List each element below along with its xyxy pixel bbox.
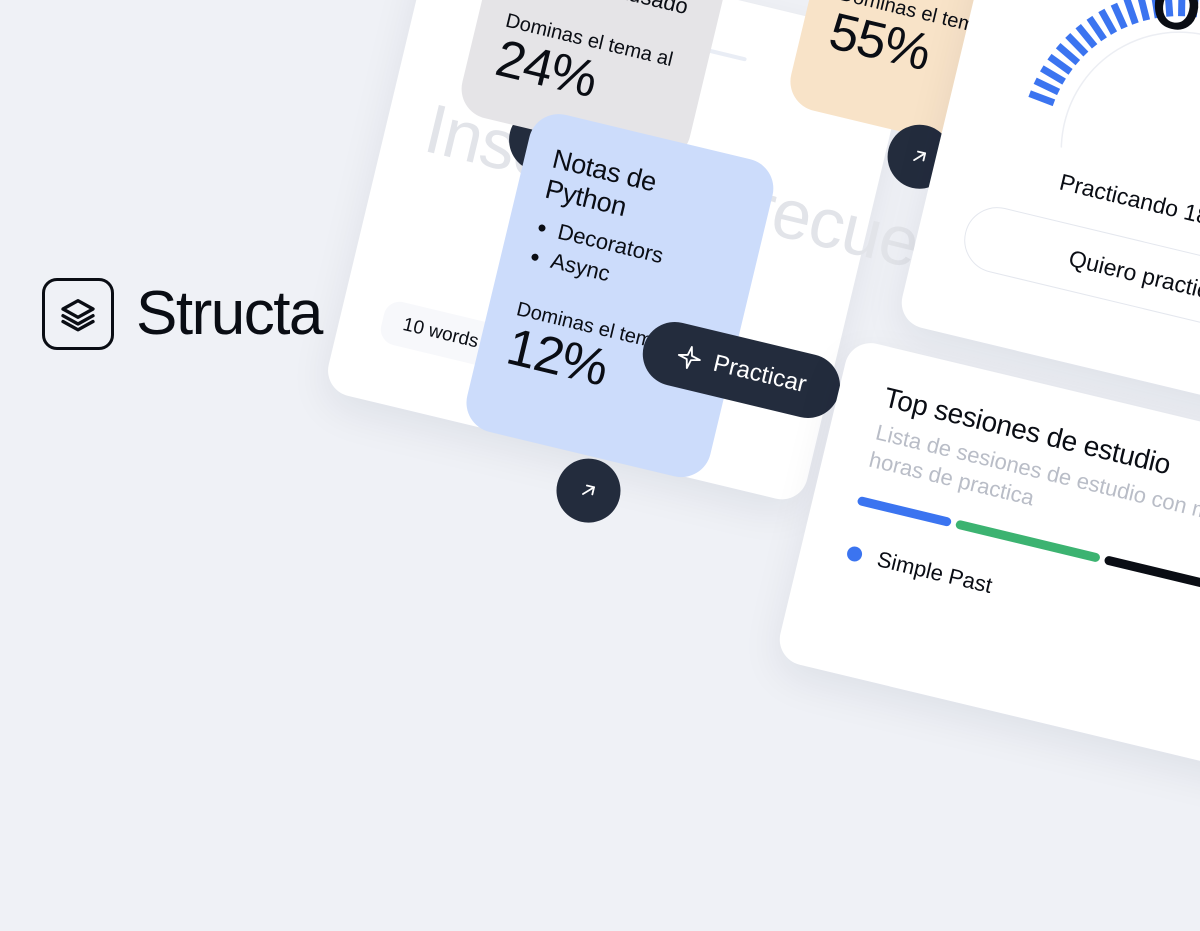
memory-capacity-panel: Tu capacidad de recordar 68% Practicando… <box>896 0 1200 432</box>
arrow-up-right-icon <box>582 484 595 496</box>
layers-stack-icon <box>42 278 114 350</box>
app-screenshot-collage: Lenght Inserta tus recuerdos 10 words No… <box>234 0 1200 931</box>
sessions-legend: Simple Past <box>844 539 995 599</box>
brand-lockup: Structa <box>42 278 323 350</box>
legend-label: Simple Past <box>874 546 995 599</box>
gauge-ticks <box>1028 0 1200 269</box>
note-bullet: Tecnicas para hablar pausado <box>537 0 703 22</box>
open-note-arrow-button[interactable] <box>549 452 628 530</box>
bar-segment <box>1103 555 1200 606</box>
gauge-chart <box>994 0 1200 269</box>
practicar-button[interactable]: Practicar <box>636 315 847 425</box>
arrow-up-right-icon <box>913 150 927 162</box>
bar-segment <box>954 519 1101 563</box>
length-bar-track <box>707 47 748 62</box>
practicar-label: Practicar <box>710 349 810 399</box>
top-sessions-panel: Top sesiones de estudio Lista de sesione… <box>774 337 1200 776</box>
bar-segment <box>856 495 953 528</box>
quiero-practicar-button[interactable]: Quiero practicar <box>957 200 1200 353</box>
sparkle-icon <box>677 346 701 369</box>
legend-color-dot <box>845 544 864 563</box>
brand-name: Structa <box>136 279 323 348</box>
open-note-arrow-button[interactable] <box>881 118 959 196</box>
